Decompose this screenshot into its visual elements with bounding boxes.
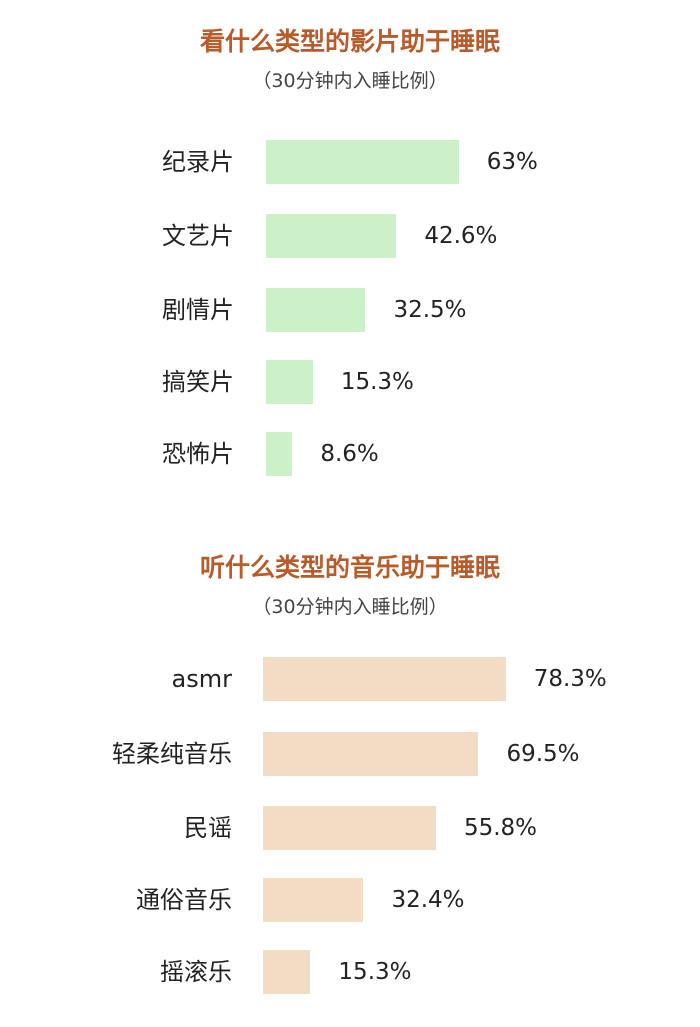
value-label: 32.5% (393, 297, 467, 323)
bar (263, 878, 364, 922)
category-label: 搞笑片 (162, 368, 234, 396)
music-sleep-chart: 听什么类型的音乐助于睡眠 （30分钟内入睡比例） asmr 78.3% 轻柔纯音乐 6… (0, 520, 700, 1027)
bar-row: 剧情片 32.5% (0, 288, 700, 332)
value-label: 42.6% (424, 223, 498, 249)
value-label: 78.3% (533, 666, 607, 692)
category-label: 恐怖片 (162, 440, 234, 468)
bar-row: asmr 78.3% (0, 657, 700, 701)
bar-row: 纪录片 63% (0, 140, 700, 184)
bar (263, 732, 479, 776)
category-label: 民谣 (184, 814, 232, 842)
bar-row: 通俗音乐 32.4% (0, 878, 700, 922)
bar (263, 806, 436, 850)
bar (266, 288, 366, 332)
bar (263, 657, 506, 701)
category-label: 轻柔纯音乐 (112, 740, 232, 768)
value-label: 8.6% (320, 441, 379, 467)
bar-row: 恐怖片 8.6% (0, 432, 700, 476)
value-label: 15.3% (340, 369, 414, 395)
chart-subtitle: （30分钟内入睡比例） (252, 70, 448, 92)
value-label: 69.5% (506, 741, 580, 767)
category-label: 摇滚乐 (160, 958, 232, 986)
chart-title: 听什么类型的音乐助于睡眠 (199, 553, 500, 582)
bar (266, 140, 459, 184)
bar (266, 214, 397, 258)
bar-row: 文艺片 42.6% (0, 214, 700, 258)
value-label: 15.3% (338, 959, 412, 985)
chart-title: 看什么类型的影片助于睡眠 (199, 27, 500, 56)
bar (266, 432, 293, 476)
value-label: 63% (486, 149, 538, 175)
chart-subtitle: （30分钟内入睡比例） (252, 596, 448, 618)
category-label: 通俗音乐 (136, 886, 232, 914)
category-label: 剧情片 (162, 296, 234, 324)
category-label: 文艺片 (162, 222, 234, 250)
bar-row: 轻柔纯音乐 69.5% (0, 732, 700, 776)
video-sleep-chart: 看什么类型的影片助于睡眠 （30分钟内入睡比例） 纪录片 63% 文艺片 42.6% 剧… (0, 0, 700, 500)
bar-row: 摇滚乐 15.3% (0, 950, 700, 994)
category-label: asmr (171, 665, 232, 693)
bar (263, 950, 311, 994)
bar (266, 360, 313, 404)
bar-row: 搞笑片 15.3% (0, 360, 700, 404)
bar-row: 民谣 55.8% (0, 806, 700, 850)
value-label: 55.8% (463, 815, 538, 841)
category-label: 纪录片 (162, 148, 234, 176)
value-label: 32.4% (391, 887, 465, 913)
